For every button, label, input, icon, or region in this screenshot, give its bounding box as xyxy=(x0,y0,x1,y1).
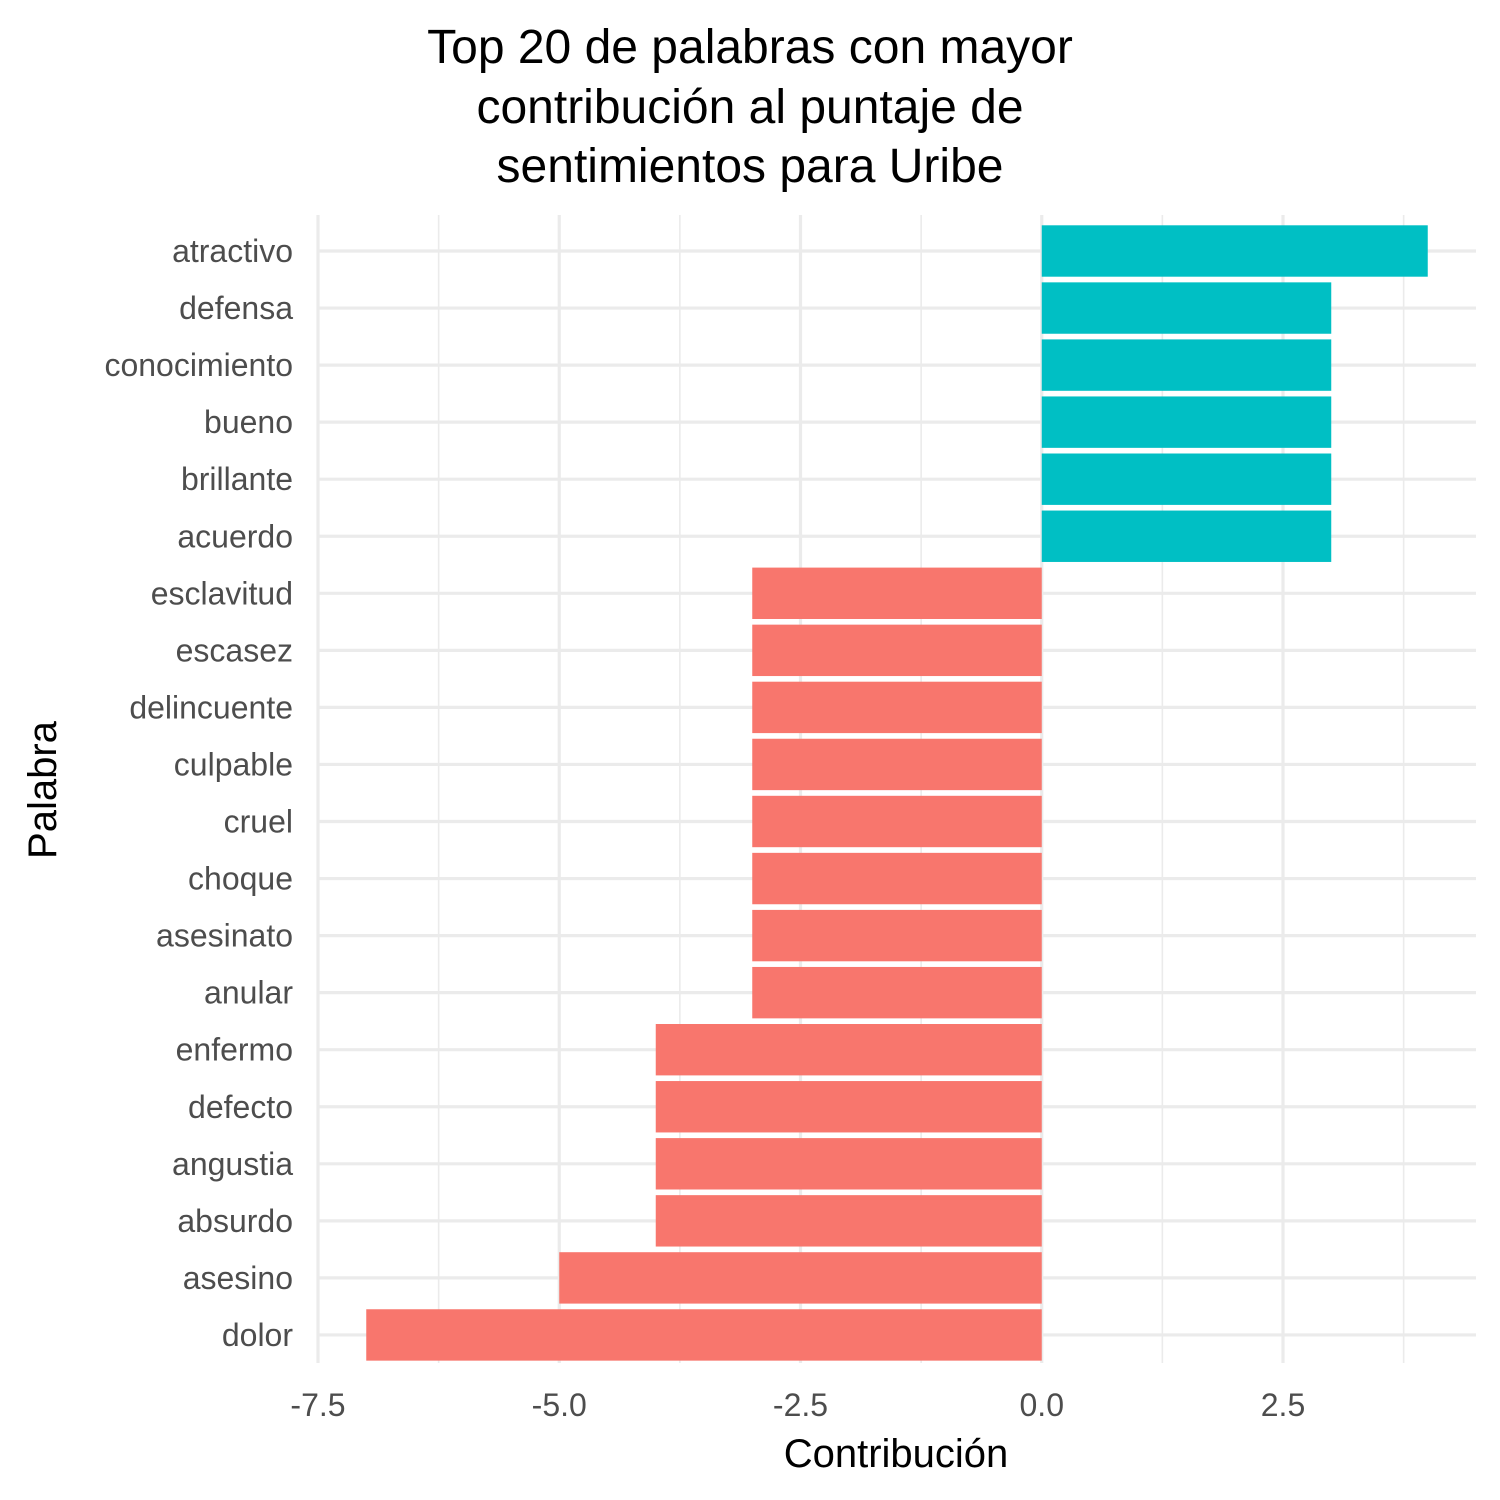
bar-atractivo xyxy=(1041,225,1428,277)
bar-conocimiento xyxy=(1041,339,1332,391)
y-tick-label: asesinato xyxy=(156,918,293,954)
bar-esclavitud xyxy=(752,567,1042,619)
y-tick-label: defensa xyxy=(179,290,293,326)
chart-title-line-3: sentimientos para Uribe xyxy=(497,140,1004,193)
bar-defensa xyxy=(1041,282,1332,334)
bar-bueno xyxy=(1041,396,1332,448)
bar-culpable xyxy=(752,738,1042,791)
bar-cruel xyxy=(752,795,1042,848)
y-tick-label: absurdo xyxy=(177,1203,293,1239)
x-tick-label: 2.5 xyxy=(1261,1387,1305,1423)
y-tick-label: bueno xyxy=(204,404,293,440)
bar-absurdo xyxy=(655,1195,1042,1247)
x-tick-labels: -7.5 -5.0 -2.5 0.0 2.5 xyxy=(290,1387,1305,1423)
y-tick-label: enfermo xyxy=(176,1032,293,1068)
y-tick-label: conocimiento xyxy=(104,347,293,383)
x-tick-label: -2.5 xyxy=(773,1387,828,1423)
chart-title-line-2: contribución al puntaje de xyxy=(476,81,1023,134)
chart-title: Top 20 de palabras con mayor contribució… xyxy=(427,21,1073,193)
bar-escasez xyxy=(752,624,1042,677)
bar-anular xyxy=(752,966,1042,1019)
y-tick-label: culpable xyxy=(174,746,293,782)
y-axis-title: Palabra xyxy=(21,720,65,859)
y-tick-label: angustia xyxy=(172,1146,293,1182)
y-tick-label: esclavitud xyxy=(151,575,293,611)
y-tick-label: dolor xyxy=(222,1317,294,1353)
y-tick-label: asesino xyxy=(183,1260,293,1296)
bar-enfermo xyxy=(655,1024,1042,1076)
y-tick-label: escasez xyxy=(176,632,293,668)
bar-choque xyxy=(752,852,1042,905)
y-tick-label: defecto xyxy=(188,1089,293,1125)
x-axis-title: Contribución xyxy=(784,1432,1009,1476)
bars xyxy=(366,225,1428,1361)
bar-dolor xyxy=(366,1309,1042,1361)
bar-asesino xyxy=(559,1252,1042,1304)
bar-brillante xyxy=(1041,453,1332,505)
x-tick-label: -5.0 xyxy=(532,1387,587,1423)
y-tick-labels: atractivo defensa conocimiento bueno brillan… xyxy=(104,233,293,1353)
chart-title-line-1: Top 20 de palabras con mayor xyxy=(427,21,1073,74)
x-tick-label: -7.5 xyxy=(290,1387,345,1423)
y-tick-label: atractivo xyxy=(172,233,293,269)
bar-angustia xyxy=(655,1138,1042,1190)
y-tick-label: anular xyxy=(204,975,293,1011)
bar-acuerdo xyxy=(1041,510,1332,562)
y-tick-label: delincuente xyxy=(129,689,293,725)
y-tick-label: choque xyxy=(188,861,293,897)
bar-delincuente xyxy=(752,681,1042,734)
bar-defecto xyxy=(655,1081,1042,1133)
y-tick-label: acuerdo xyxy=(177,518,293,554)
y-tick-label: brillante xyxy=(181,461,293,497)
x-tick-label: 0.0 xyxy=(1020,1387,1064,1423)
y-tick-label: cruel xyxy=(224,804,293,840)
bar-asesinato xyxy=(752,909,1042,962)
